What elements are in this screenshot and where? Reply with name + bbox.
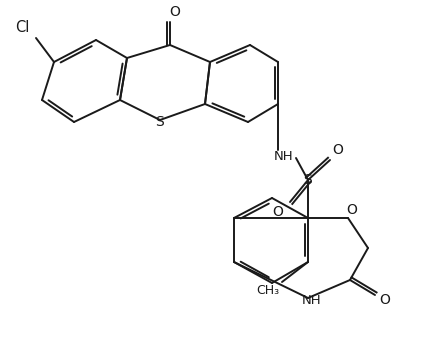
Text: S: S	[304, 173, 312, 187]
Text: O: O	[333, 143, 344, 157]
Text: O: O	[272, 205, 283, 219]
Text: O: O	[380, 293, 390, 307]
Text: Cl: Cl	[15, 21, 29, 35]
Text: S: S	[156, 115, 164, 129]
Text: O: O	[346, 203, 357, 217]
Text: CH₃: CH₃	[256, 283, 280, 296]
Text: NH: NH	[274, 151, 294, 164]
Text: NH: NH	[302, 294, 322, 307]
Text: O: O	[170, 5, 181, 19]
